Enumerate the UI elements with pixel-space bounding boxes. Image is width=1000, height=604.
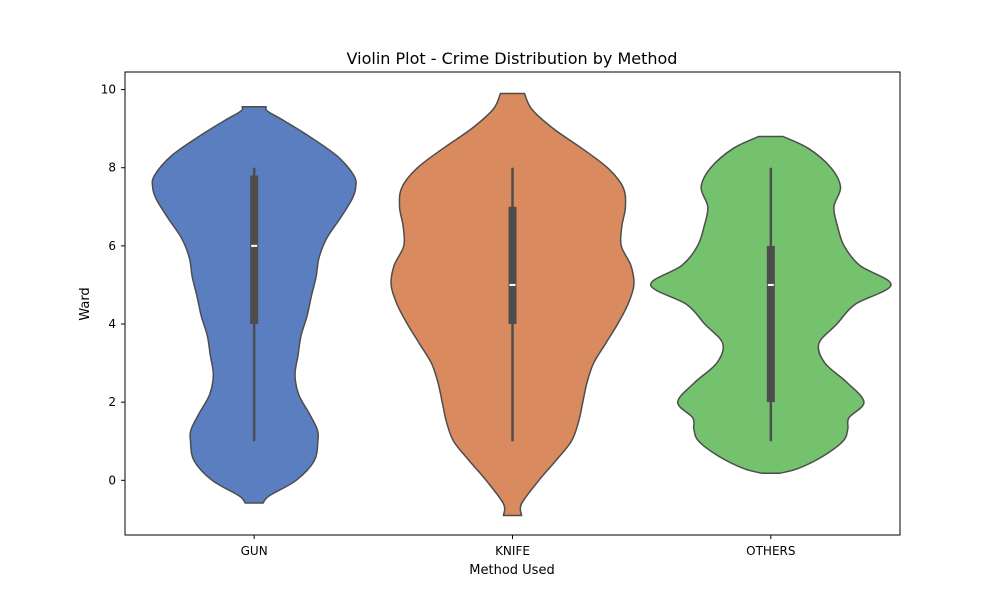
y-tick-label: 0 <box>108 473 116 487</box>
y-axis: 0 2 4 6 8 10 <box>101 83 125 487</box>
y-tick-label: 6 <box>108 239 116 253</box>
y-tick-label: 2 <box>108 395 116 409</box>
y-tick-label: 8 <box>108 161 116 175</box>
boxplots-layer <box>250 167 775 442</box>
y-tick-label: 4 <box>108 317 116 331</box>
x-axis-label: Method Used <box>469 563 554 578</box>
chart-title: Violin Plot - Crime Distribution by Meth… <box>347 49 678 68</box>
y-tick-label: 10 <box>101 83 116 97</box>
violins-layer <box>151 92 892 517</box>
x-tick-label: GUN <box>241 544 268 558</box>
x-tick-label: KNIFE <box>495 544 530 558</box>
iqr-box-others <box>766 245 775 403</box>
x-axis: GUN KNIFE OTHERS <box>241 535 796 558</box>
x-tick-label: OTHERS <box>746 544 795 558</box>
iqr-box-knife <box>508 206 517 325</box>
y-axis-label: Ward <box>78 287 93 320</box>
iqr-box-gun <box>250 175 259 325</box>
